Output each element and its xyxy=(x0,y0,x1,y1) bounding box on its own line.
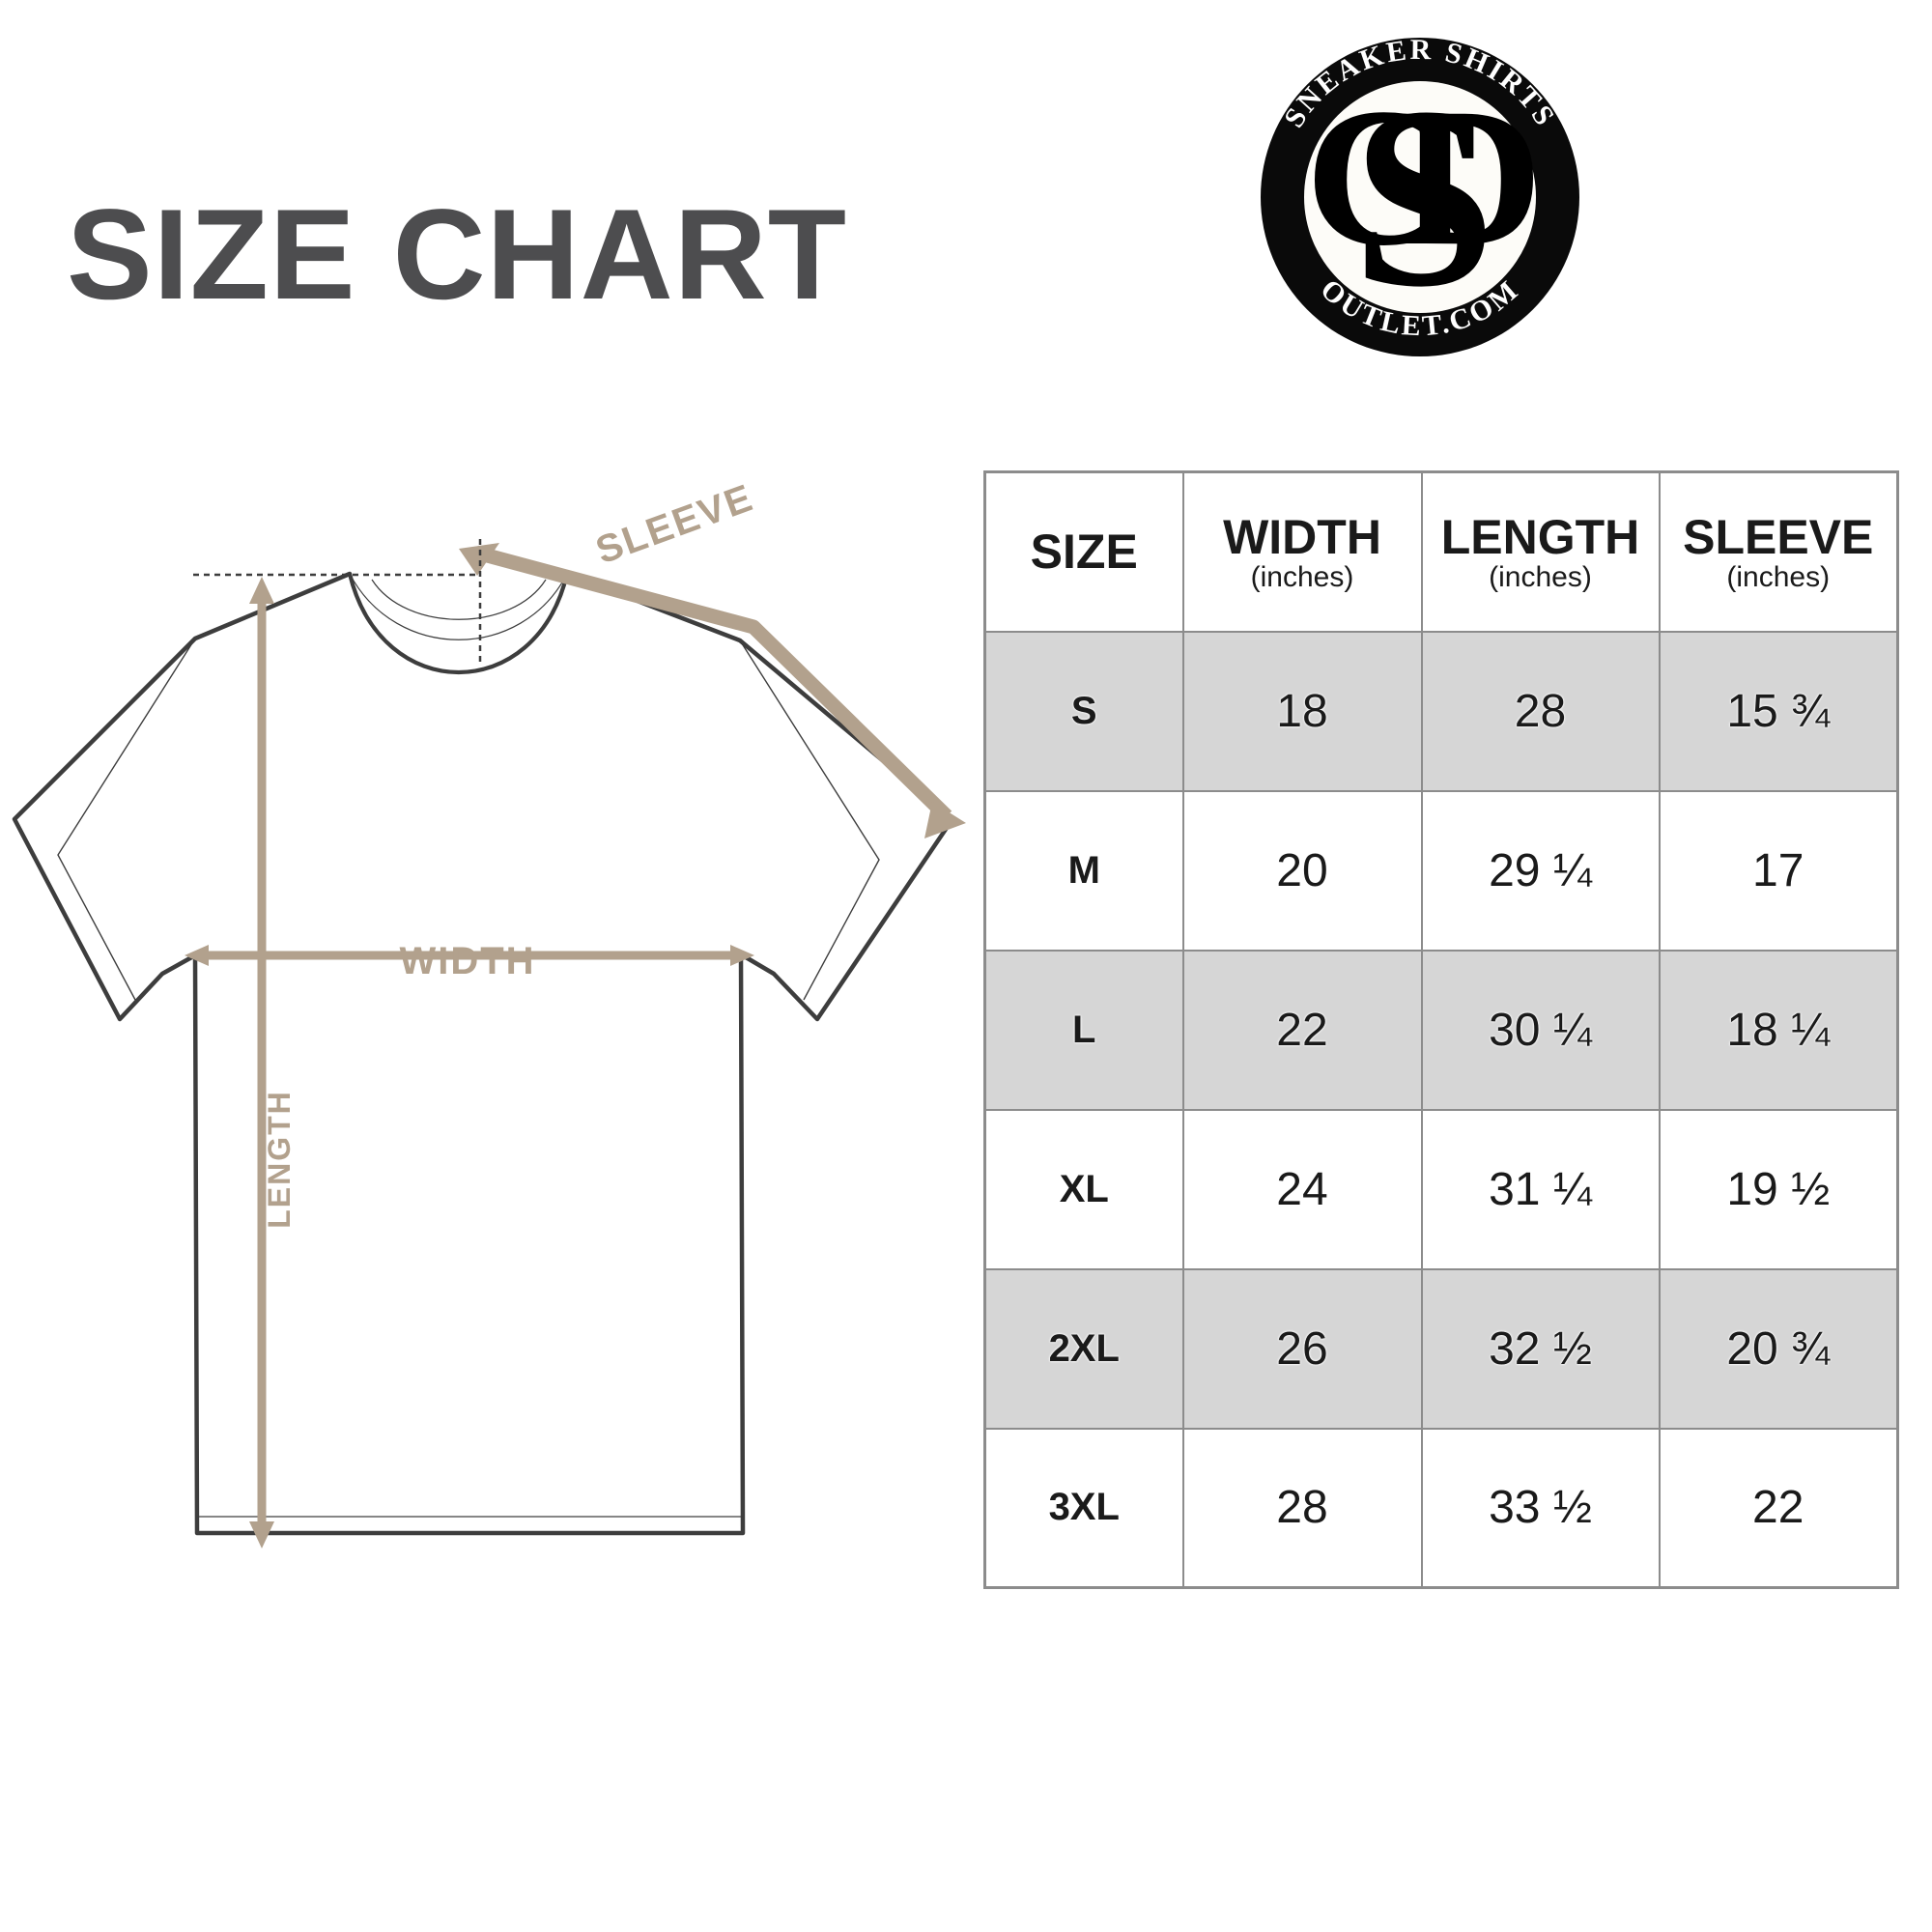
svg-text:SLEEVE: SLEEVE xyxy=(590,483,759,573)
svg-text:WIDTH: WIDTH xyxy=(399,940,535,982)
svg-text:D: D xyxy=(1400,68,1543,287)
svg-text:LENGTH: LENGTH xyxy=(262,1090,297,1229)
